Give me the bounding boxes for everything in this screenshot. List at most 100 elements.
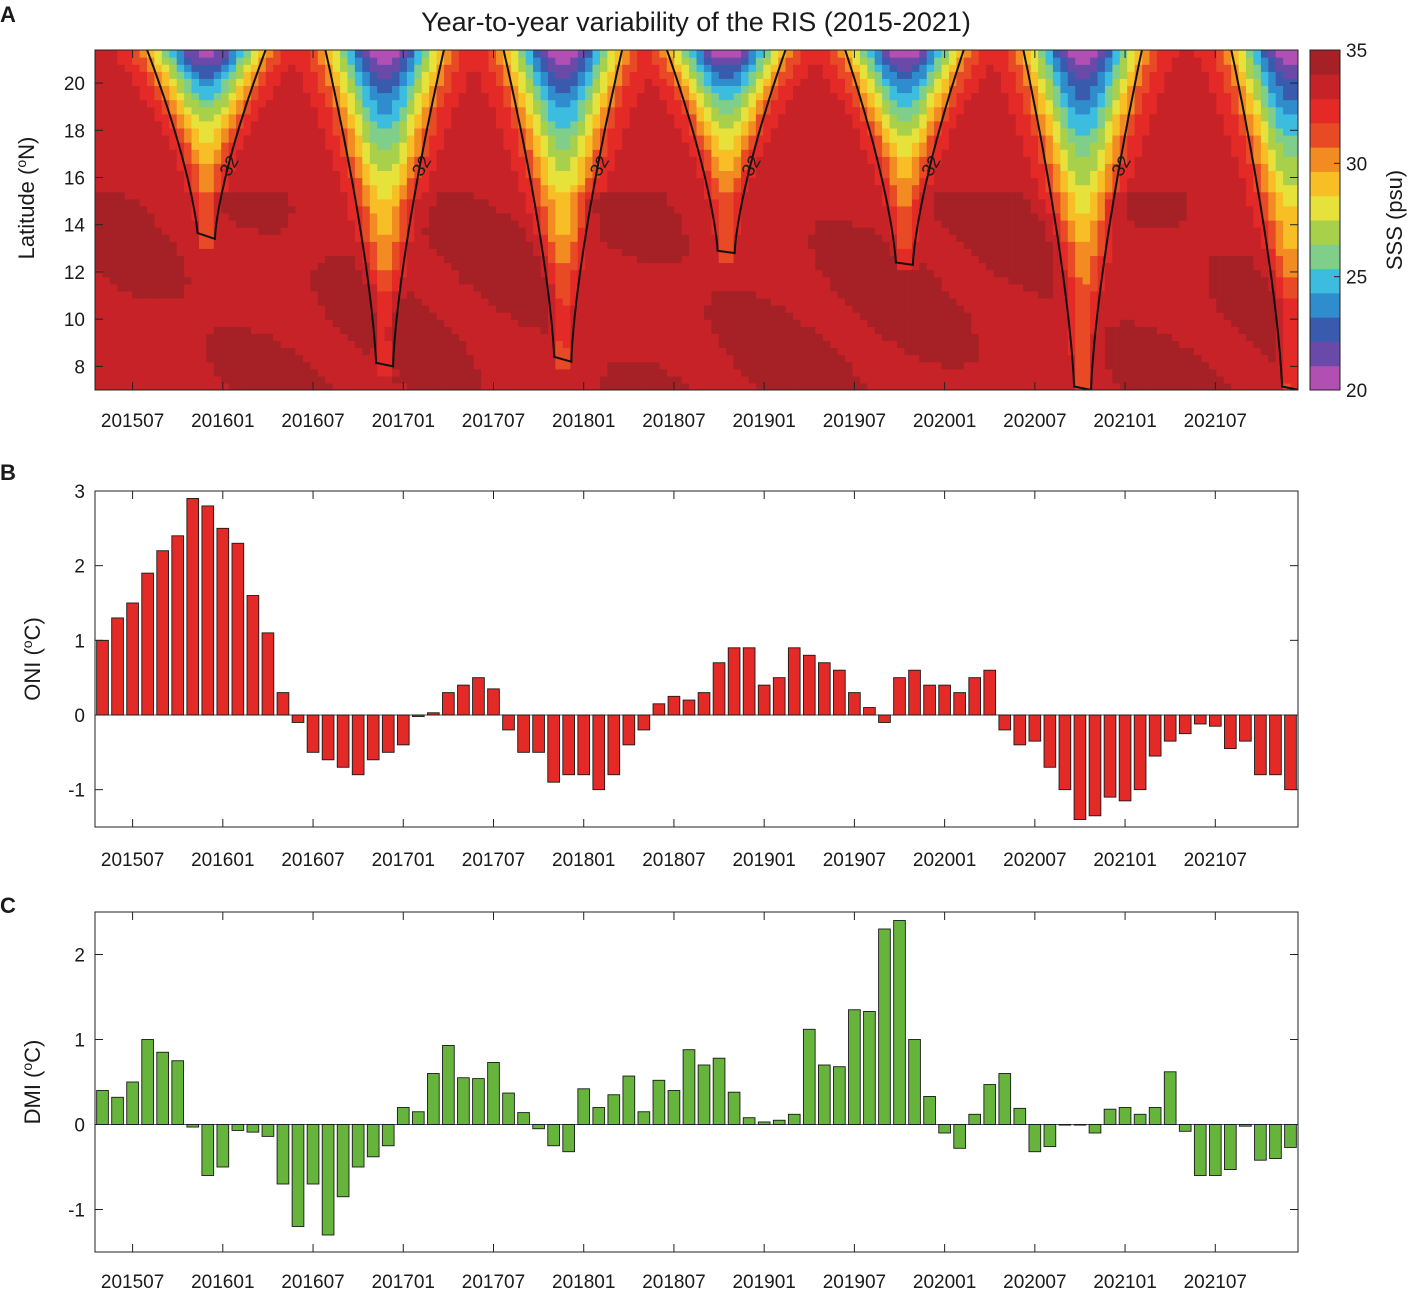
heat-cell xyxy=(837,106,846,115)
heat-cell xyxy=(718,305,727,313)
heat-cell xyxy=(369,276,378,285)
heat-cell xyxy=(807,347,816,356)
heat-cell xyxy=(822,290,831,299)
heat-cell xyxy=(540,248,549,256)
heat-cell xyxy=(629,241,638,249)
heat-cell xyxy=(785,212,794,221)
heat-cell xyxy=(607,382,616,390)
heat-cell xyxy=(748,227,757,235)
heat-cell xyxy=(421,120,430,129)
heat-cell xyxy=(199,64,207,72)
heat-cell xyxy=(429,220,438,228)
heat-cell xyxy=(815,198,824,207)
heat-cell xyxy=(555,340,564,349)
heat-cell xyxy=(458,297,467,306)
heat-cell xyxy=(748,326,757,334)
heat-cell xyxy=(384,255,393,264)
heat-cell xyxy=(644,354,653,363)
heat-cell xyxy=(132,149,141,157)
heat-cell xyxy=(837,71,846,79)
heat-cell xyxy=(392,347,400,356)
heat-cell xyxy=(258,382,267,390)
heat-cell xyxy=(696,269,705,278)
heat-cell xyxy=(302,220,311,228)
heat-cell xyxy=(354,113,363,122)
heat-cell xyxy=(317,276,326,285)
heat-cell xyxy=(384,135,393,143)
heat-cell xyxy=(161,255,170,264)
heat-cell xyxy=(614,85,623,94)
heat-cell xyxy=(770,326,779,334)
heat-cell xyxy=(362,220,371,228)
heat-cell xyxy=(711,255,720,264)
heat-cell xyxy=(347,142,356,150)
heat-cell xyxy=(161,127,170,136)
heat-cell xyxy=(644,347,653,356)
heat-cell xyxy=(421,142,430,150)
heat-cell xyxy=(369,50,378,58)
heat-cell xyxy=(718,50,727,58)
heat-cell xyxy=(362,333,371,341)
heat-cell xyxy=(369,375,378,384)
heat-cell xyxy=(466,312,475,320)
heat-cell xyxy=(191,276,200,285)
heat-cell xyxy=(570,305,579,313)
heat-cell xyxy=(629,198,638,207)
heat-cell xyxy=(406,382,415,390)
heat-cell xyxy=(496,64,504,72)
heat-cell xyxy=(458,234,467,242)
heat-cell xyxy=(154,290,163,299)
heat-cell xyxy=(622,198,631,207)
heat-cell xyxy=(600,227,608,235)
heat-cell xyxy=(585,347,594,356)
heat-cell xyxy=(273,120,282,129)
heat-cell xyxy=(258,290,267,299)
heat-cell xyxy=(644,340,653,349)
heat-cell xyxy=(807,283,816,292)
heat-cell xyxy=(718,57,727,65)
heat-cell xyxy=(154,170,163,179)
heat-cell xyxy=(317,198,326,207)
heat-cell xyxy=(659,64,668,72)
heat-cell xyxy=(548,312,556,320)
heat-cell xyxy=(503,78,512,86)
heat-cell xyxy=(406,57,415,65)
heat-cell xyxy=(139,361,148,370)
heat-cell xyxy=(607,50,616,58)
heat-cell xyxy=(548,191,556,200)
heat-cell xyxy=(347,191,356,200)
heat-cell xyxy=(117,354,126,363)
heat-cell xyxy=(741,170,750,179)
heat-cell xyxy=(399,177,408,186)
heat-cell xyxy=(837,375,846,384)
heat-cell xyxy=(607,305,616,313)
heat-cell xyxy=(852,340,861,349)
heat-cell xyxy=(830,205,839,214)
heat-cell xyxy=(689,113,698,122)
heat-cell xyxy=(793,255,801,264)
heat-cell xyxy=(458,50,467,58)
heat-cell xyxy=(243,127,252,136)
heat-cell xyxy=(711,99,720,108)
heat-cell xyxy=(102,191,111,200)
heat-cell xyxy=(288,248,297,256)
heat-cell xyxy=(488,241,497,249)
heat-cell xyxy=(807,113,816,122)
heat-cell xyxy=(161,64,170,72)
heat-cell xyxy=(258,305,267,313)
heat-cell xyxy=(503,382,512,390)
heat-cell xyxy=(555,78,564,86)
heat-cell xyxy=(206,312,215,320)
heat-cell xyxy=(614,248,623,256)
heat-cell xyxy=(154,142,163,150)
heat-cell xyxy=(347,120,356,129)
heat-cell xyxy=(310,64,319,72)
heat-cell xyxy=(815,361,824,370)
heat-cell xyxy=(295,177,304,186)
heat-cell xyxy=(258,149,267,157)
heat-cell xyxy=(288,241,297,249)
heat-cell xyxy=(354,354,363,363)
heat-cell xyxy=(161,290,170,299)
heat-cell xyxy=(614,212,623,221)
heat-cell xyxy=(510,382,519,390)
